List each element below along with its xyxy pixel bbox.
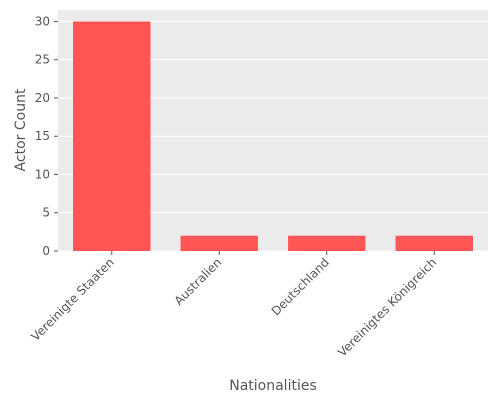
x-tick-label: Australien	[172, 255, 225, 308]
x-tick-label: Vereinigte Staaten	[28, 255, 117, 344]
y-tick-label: 0	[42, 244, 50, 258]
x-tick-label: Deutschland	[269, 255, 332, 318]
y-axis-title: Actor Count	[13, 88, 29, 171]
y-tick-label: 20	[35, 91, 50, 105]
y-tick-label: 5	[42, 206, 50, 220]
bar	[395, 235, 473, 251]
x-tick-label: Vereinigtes Königreich	[335, 255, 439, 359]
bar	[180, 235, 258, 251]
y-tick-label: 30	[35, 14, 50, 28]
bar	[73, 21, 151, 251]
y-axis: 0 5 10 15 20 25 30	[35, 14, 58, 258]
x-axis-title: Nationalities	[229, 378, 317, 394]
y-tick-label: 25	[35, 53, 50, 67]
x-axis: Vereinigte Staaten Australien Deutschland V…	[28, 251, 439, 360]
bar	[288, 235, 366, 251]
y-tick-label: 10	[35, 167, 50, 181]
y-tick-label: 15	[35, 129, 50, 143]
bars	[73, 21, 473, 251]
